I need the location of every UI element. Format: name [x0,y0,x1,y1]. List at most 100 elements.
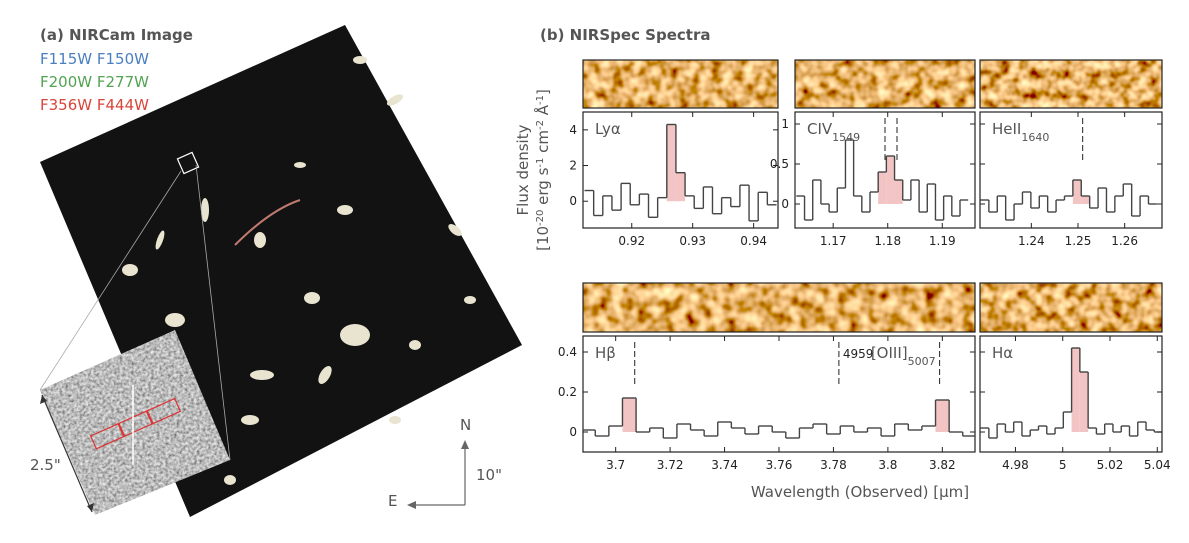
x-tick-label: 3.76 [766,458,793,472]
strip-frame [582,282,976,333]
zoom-line [39,170,182,391]
y-tick-label: 0.5 [770,157,789,171]
emission-fill [1071,348,1080,432]
galaxy [409,340,421,350]
x-axis-label: Wavelength (Observed) [μm] [751,483,969,501]
arrow-head [40,395,47,404]
galaxy [165,313,185,327]
galaxy [464,296,476,304]
line-wavelength: 5007 [908,355,936,368]
y-tick-label: 2 [569,159,577,173]
unit-part: [10 [534,226,552,251]
panel-a-title: (a) NIRCam Image [40,26,193,44]
x-tick-label: 4.98 [1002,458,1029,472]
unit-part: Å [533,104,552,120]
x-tick-label: 3.82 [929,458,956,472]
galaxy [250,370,274,380]
x-tick-label: 1.24 [1018,234,1045,248]
line-name: Lyα [595,120,621,138]
x-tick-label: 1.17 [820,234,847,248]
compass-north: N [460,416,471,434]
line-name: Hα [992,344,1013,362]
line-wavelength: 1549 [832,131,860,144]
emission-fill [935,400,950,432]
line-label: Hα [992,344,1013,362]
galaxy [241,415,259,425]
strip-frame [979,59,1163,109]
emission-fill [886,156,895,204]
line-name: Hβ [595,344,616,362]
line-label: 4959 [843,347,874,361]
y-tick-label: 4 [569,123,577,137]
filter-label: F115W F150W [40,50,149,68]
plot-area [980,347,1162,439]
spectrum-2d-strip [980,60,1162,108]
plot-area [584,123,777,222]
nircam-image: 2.5" N E 10" [30,25,522,517]
x-tick-label: 1.19 [929,234,956,248]
unit-part: erg s [534,167,552,209]
emission-fill [675,172,686,202]
filter-label: F200W F277W [40,73,149,91]
unit-part: cm [534,130,552,158]
panel-b-title: (b) NIRSpec Spectra [540,26,710,44]
galaxy [155,230,165,250]
unit-part: ] [534,89,552,95]
y-axis-unit: [10-20 erg s-1 cm-2 Å-1] [533,89,552,251]
galaxy [389,416,401,424]
unit-part: -2 [535,120,546,130]
emission-fill [622,398,637,432]
slit [146,397,182,425]
galaxy [386,94,404,106]
emission-fill [1081,196,1090,204]
arrow-head [87,503,94,512]
emission-fill [666,124,676,202]
y-tick-label: 0.4 [558,345,577,359]
strip-frame [794,59,976,109]
x-tick-label: 0.92 [618,234,645,248]
plot-area [583,397,975,439]
galaxy [340,324,370,346]
y-axis-label: Flux density [514,124,532,215]
arrow-head [407,501,416,509]
galaxy [254,232,266,248]
spectrum-panel: 1.24 1.25 1.26 HeII1640 [979,59,1163,248]
y-tick-label: 1 [781,117,789,131]
unit-part: -20 [535,210,546,226]
compass-east: E [388,492,397,510]
x-tick-label: 0.94 [740,234,767,248]
line-name: [OIII] [871,344,908,362]
x-tick-label: 1.26 [1111,234,1138,248]
scale-bar [41,394,93,513]
galaxy [337,205,353,215]
galaxy [122,264,138,276]
compass-scale: 10" [476,466,502,484]
y-tick-label: 0 [569,425,577,439]
line-name: 4959 [843,347,874,361]
galaxy [294,162,306,168]
inset-scale: 2.5" [30,456,61,474]
arc [234,199,301,246]
spectrum-panel: 0 2 4 0.92 0.93 0.94 Lyα [569,59,779,248]
galaxy [353,56,367,64]
unit-part: -1 [535,95,546,105]
x-tick-label: 5.04 [1144,458,1171,472]
x-tick-label: 1.18 [874,234,901,248]
inset-image [40,330,230,515]
x-tick-label: 5 [1059,458,1067,472]
galaxy [201,198,209,222]
line-label: Hβ [595,344,616,362]
galaxy [304,292,320,304]
y-tick-label: 0.2 [558,385,577,399]
emission-fill [894,180,903,204]
strip-frame [979,282,1163,333]
line-name: HeII [992,120,1021,138]
line-wavelength: 1640 [1021,131,1049,144]
spectrum-2d-strip [795,60,975,108]
filter-legend: F115W F150W F200W F277W F356W F444W [40,50,149,114]
spectra: 0 2 4 0.92 0.93 0.94 Lyα 0 0.5 1 1.17 1.18 1.19 CIV15… [558,59,1171,472]
line-label: HeII1640 [992,120,1049,144]
plot-frame [582,335,976,453]
plot-frame [582,111,779,229]
